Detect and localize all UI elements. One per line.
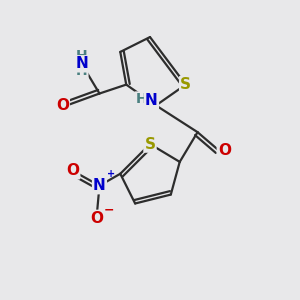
Text: O: O bbox=[56, 98, 69, 113]
Text: +: + bbox=[107, 169, 115, 179]
Text: −: − bbox=[104, 203, 114, 217]
Text: O: O bbox=[66, 163, 79, 178]
Text: S: S bbox=[145, 136, 155, 152]
Text: N: N bbox=[75, 56, 88, 71]
Text: H: H bbox=[135, 92, 147, 106]
Text: O: O bbox=[90, 211, 103, 226]
Text: S: S bbox=[180, 77, 191, 92]
Text: N: N bbox=[145, 94, 158, 109]
Text: N: N bbox=[93, 178, 106, 193]
Text: H: H bbox=[76, 50, 88, 63]
Text: O: O bbox=[218, 142, 231, 158]
Text: H: H bbox=[76, 64, 88, 78]
